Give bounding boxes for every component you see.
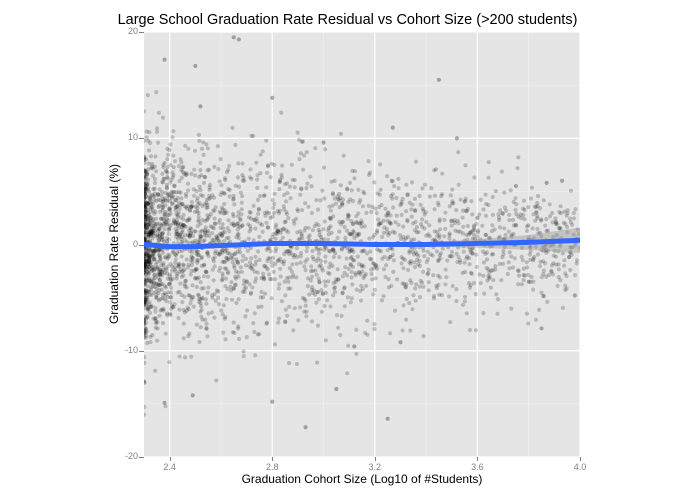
- y-tick-label: 20: [127, 26, 138, 36]
- smooth-line: [144, 237, 580, 250]
- y-tick-mark: [139, 350, 144, 352]
- scatter-points: [144, 35, 580, 430]
- x-tick-label: 2.8: [265, 462, 279, 472]
- x-tick-label: 3.6: [471, 462, 484, 472]
- plot-area: [144, 32, 580, 457]
- x-tick-label: 2.4: [163, 462, 176, 472]
- y-tick-mark: [139, 457, 144, 458]
- y-tick-label: 0: [132, 238, 138, 249]
- x-tick-mark: [580, 457, 581, 461]
- x-axis-label: Graduation Cohort Size (Log10 of #Studen…: [241, 472, 483, 486]
- scatter-plot: [144, 32, 580, 457]
- x-tick-mark: [374, 457, 376, 461]
- y-axis-label: Graduation Rate Residual (%): [107, 163, 121, 325]
- x-tick-mark: [272, 457, 274, 461]
- y-tick-mark: [139, 32, 144, 33]
- x-tick-mark: [169, 457, 171, 461]
- y-tick-mark: [139, 138, 144, 140]
- x-tick-label: 4.0: [573, 462, 587, 472]
- chart-title: Large School Graduation Rate Residual vs…: [117, 12, 578, 28]
- x-tick-mark: [477, 457, 479, 461]
- y-tick-label: 10: [127, 132, 138, 143]
- y-tick-label: -20: [124, 451, 138, 461]
- y-tick-mark: [139, 244, 144, 246]
- x-tick-label: 3.2: [368, 462, 382, 472]
- y-tick-label: -10: [124, 344, 138, 355]
- confidence-band: [144, 227, 580, 253]
